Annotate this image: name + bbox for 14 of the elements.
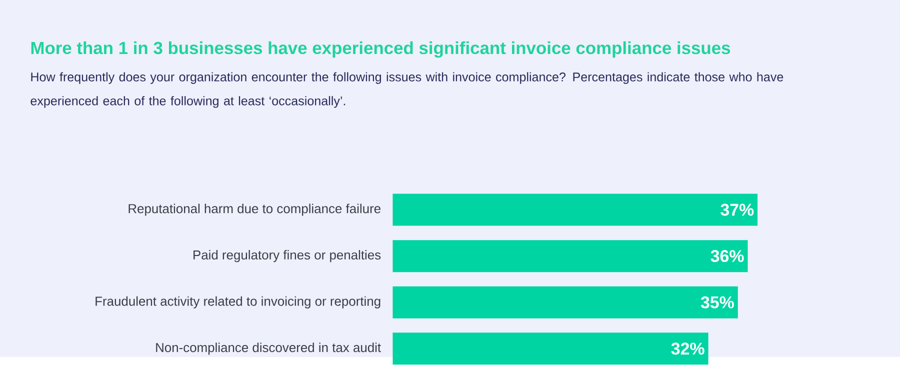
y-tick-label: Non-compliance discovered in tax audit bbox=[156, 342, 381, 355]
data-label: 37% bbox=[720, 204, 754, 216]
y-tick-label: Reputational harm due to compliance failure bbox=[128, 204, 380, 216]
data-label: 36% bbox=[710, 250, 744, 262]
bar bbox=[392, 194, 758, 226]
chart-subtitle: How frequently does your organization encounter the following issues with invoice compliance? Percentages indicate those who have experienced each of the following at least ‘occasionally’. bbox=[30, 72, 784, 108]
bar bbox=[392, 240, 748, 272]
data-label: 32% bbox=[671, 342, 704, 355]
data-label: 35% bbox=[700, 296, 734, 308]
y-tick-label: Paid regulatory fines or penalties bbox=[194, 250, 381, 262]
y-tick-label: Fraudulent activity related to invoicing or reporting bbox=[96, 296, 380, 308]
bar bbox=[392, 286, 738, 318]
bar bbox=[392, 332, 708, 365]
chart-title: More than 1 in 3 businesses have experienced significant invoice compliance issues bbox=[31, 41, 730, 58]
